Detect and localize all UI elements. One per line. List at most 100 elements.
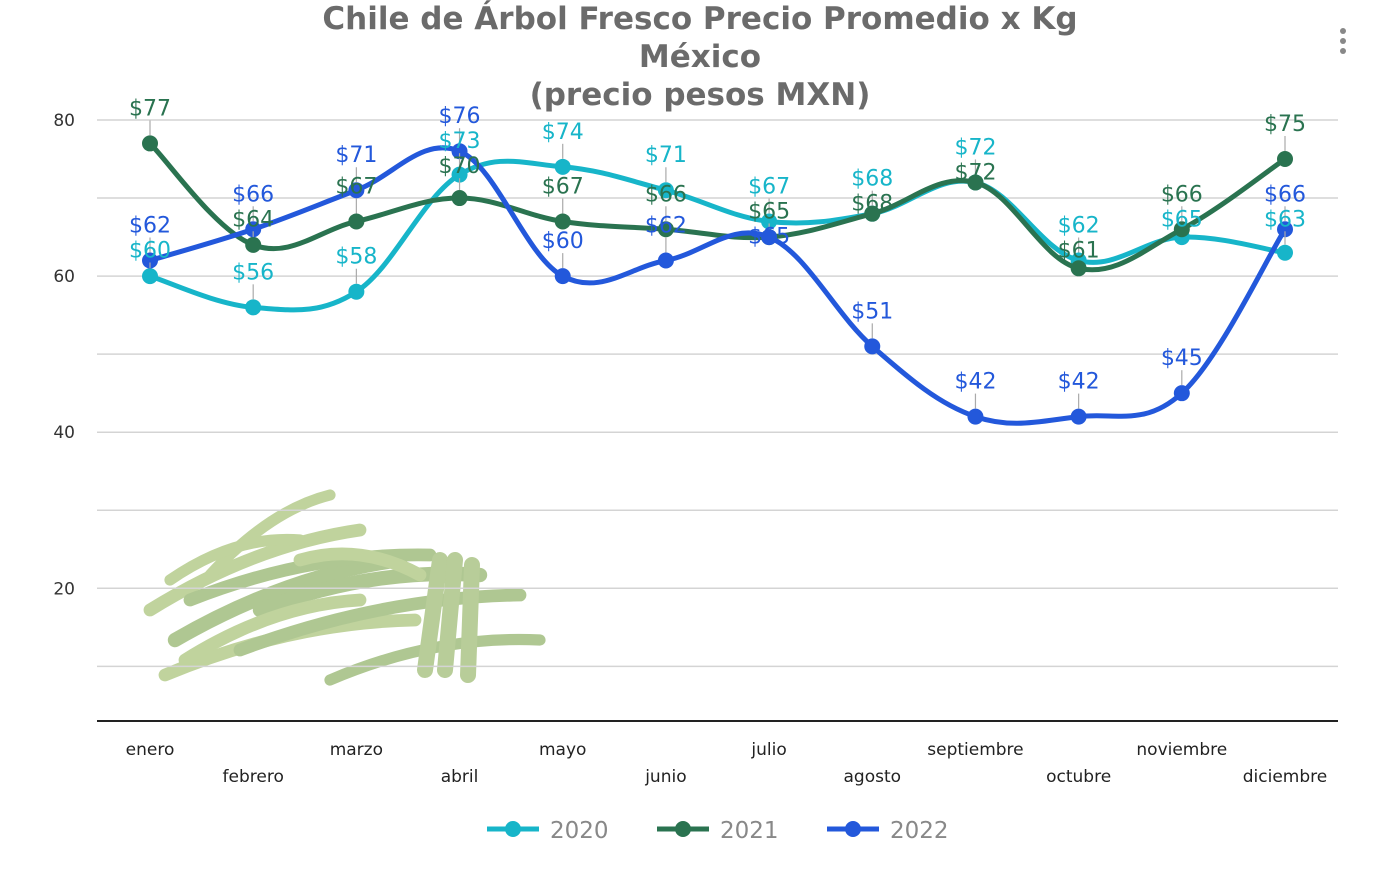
x-tick-label: mayo	[539, 740, 586, 760]
data-point-2022[interactable]	[967, 408, 984, 425]
pepper-shape	[233, 588, 527, 657]
legend-marker-2021	[675, 821, 691, 837]
data-label-2022: $42	[954, 370, 996, 395]
legend-label-2020[interactable]: 2020	[550, 818, 609, 844]
data-label-2020: $60	[129, 238, 171, 263]
pepper-shape	[167, 552, 408, 648]
data-point-2021[interactable]	[348, 213, 365, 230]
data-point-2022[interactable]	[1173, 385, 1190, 402]
y-tick-label: 60	[53, 267, 75, 287]
data-label-2021: $77	[129, 96, 171, 121]
data-label-2021: $72	[954, 160, 996, 185]
data-point-2020[interactable]	[761, 213, 778, 230]
data-label-2020: $67	[748, 174, 790, 199]
data-label-2022: $66	[232, 182, 274, 207]
title-line-3: (precio pesos MXN)	[529, 77, 871, 113]
data-label-2021: $64	[232, 207, 274, 232]
data-point-2021[interactable]	[451, 190, 468, 207]
data-label-2020: $63	[1264, 207, 1306, 232]
y-tick-label: 40	[53, 423, 75, 443]
data-point-2021[interactable]	[554, 213, 571, 230]
data-label-2021: $66	[1161, 182, 1203, 207]
data-point-2022[interactable]	[1070, 408, 1087, 425]
data-label-2020: $74	[542, 120, 584, 145]
data-label-2020: $72	[954, 135, 996, 160]
data-label-2022: $62	[645, 213, 687, 238]
data-point-2022[interactable]	[554, 268, 571, 285]
pepper-shape	[293, 547, 427, 582]
pepper-shape	[143, 523, 367, 617]
data-label-2020: $71	[645, 143, 687, 168]
data-label-2021: $61	[1058, 238, 1100, 263]
pepper-shape	[178, 593, 367, 667]
pepper-shape	[164, 533, 306, 586]
title-line-1: Chile de Árbol Fresco Precio Promedio x …	[322, 1, 1078, 37]
series-line-2022	[149, 145, 1288, 426]
data-point-2020[interactable]	[142, 268, 158, 285]
data-point-2021[interactable]	[1070, 260, 1087, 277]
data-label-2021: $67	[542, 174, 584, 199]
data-point-2022[interactable]	[348, 182, 365, 199]
data-label-2020: $65	[1161, 207, 1203, 232]
data-point-2022[interactable]	[451, 143, 468, 160]
data-label-2022: $65	[748, 224, 790, 249]
data-point-2020[interactable]	[451, 166, 468, 183]
data-point-2021[interactable]	[245, 236, 262, 253]
data-label-2022: $42	[1058, 370, 1100, 395]
data-label-2021: $68	[851, 192, 893, 217]
data-label-2022: $76	[439, 104, 481, 129]
x-tick-label: diciembre	[1243, 767, 1327, 787]
data-point-2020[interactable]	[657, 182, 674, 199]
x-tick-label: junio	[644, 767, 686, 787]
legend-marker-2022	[845, 821, 861, 837]
chile-peppers-image	[143, 489, 546, 686]
data-label-2022: $66	[1264, 182, 1306, 207]
data-label-2021: $70	[439, 154, 481, 179]
data-label-2021: $66	[645, 182, 687, 207]
data-point-2022[interactable]	[761, 229, 778, 246]
data-point-2021[interactable]	[657, 221, 674, 238]
x-tick-label: octubre	[1046, 767, 1111, 787]
x-tick-label: abril	[441, 767, 479, 787]
data-label-2020: $73	[439, 129, 481, 154]
chart-title: Chile de Árbol Fresco Precio Promedio x …	[0, 0, 1400, 114]
data-label-2020: $68	[851, 167, 893, 192]
legend-marker-2020	[505, 821, 521, 837]
data-label-2021: $65	[748, 199, 790, 224]
legend-label-2021[interactable]: 2021	[720, 818, 779, 844]
series-line-2021	[148, 141, 1287, 273]
data-label-2020: $58	[335, 245, 377, 270]
x-tick-label: septiembre	[927, 740, 1023, 760]
data-point-2020[interactable]	[348, 283, 365, 300]
data-point-2020[interactable]	[245, 299, 262, 316]
x-tick-label: agosto	[843, 767, 901, 787]
y-tick-label: 80	[53, 111, 75, 131]
data-point-2022[interactable]	[142, 252, 158, 269]
legend-label-2022[interactable]: 2022	[890, 818, 949, 844]
data-label-2022: $60	[542, 229, 584, 254]
pepper-shape	[437, 552, 463, 678]
data-point-2021[interactable]	[1173, 221, 1190, 238]
data-point-2021[interactable]	[864, 205, 881, 222]
data-point-2020[interactable]	[554, 158, 571, 175]
data-point-2021[interactable]	[967, 174, 984, 191]
data-label-2022: $45	[1161, 346, 1203, 371]
more-vertical-icon[interactable]	[1340, 28, 1348, 58]
x-tick-label: noviembre	[1136, 740, 1227, 760]
x-tick-label: marzo	[330, 740, 383, 760]
x-tick-label: julio	[750, 740, 786, 760]
x-tick-label: enero	[126, 740, 175, 760]
data-point-2021[interactable]	[1277, 151, 1293, 168]
data-point-2022[interactable]	[1277, 221, 1293, 238]
x-tick-label: febrero	[223, 767, 284, 787]
data-label-2022: $51	[851, 299, 893, 324]
data-point-2022[interactable]	[245, 221, 262, 238]
title-line-2: México	[638, 39, 762, 75]
pepper-shape	[204, 489, 336, 581]
data-point-2022[interactable]	[864, 338, 881, 355]
data-point-2021[interactable]	[142, 135, 158, 152]
data-point-2020[interactable]	[1277, 244, 1293, 261]
y-tick-label: 20	[53, 579, 75, 599]
data-point-2022[interactable]	[657, 252, 674, 269]
